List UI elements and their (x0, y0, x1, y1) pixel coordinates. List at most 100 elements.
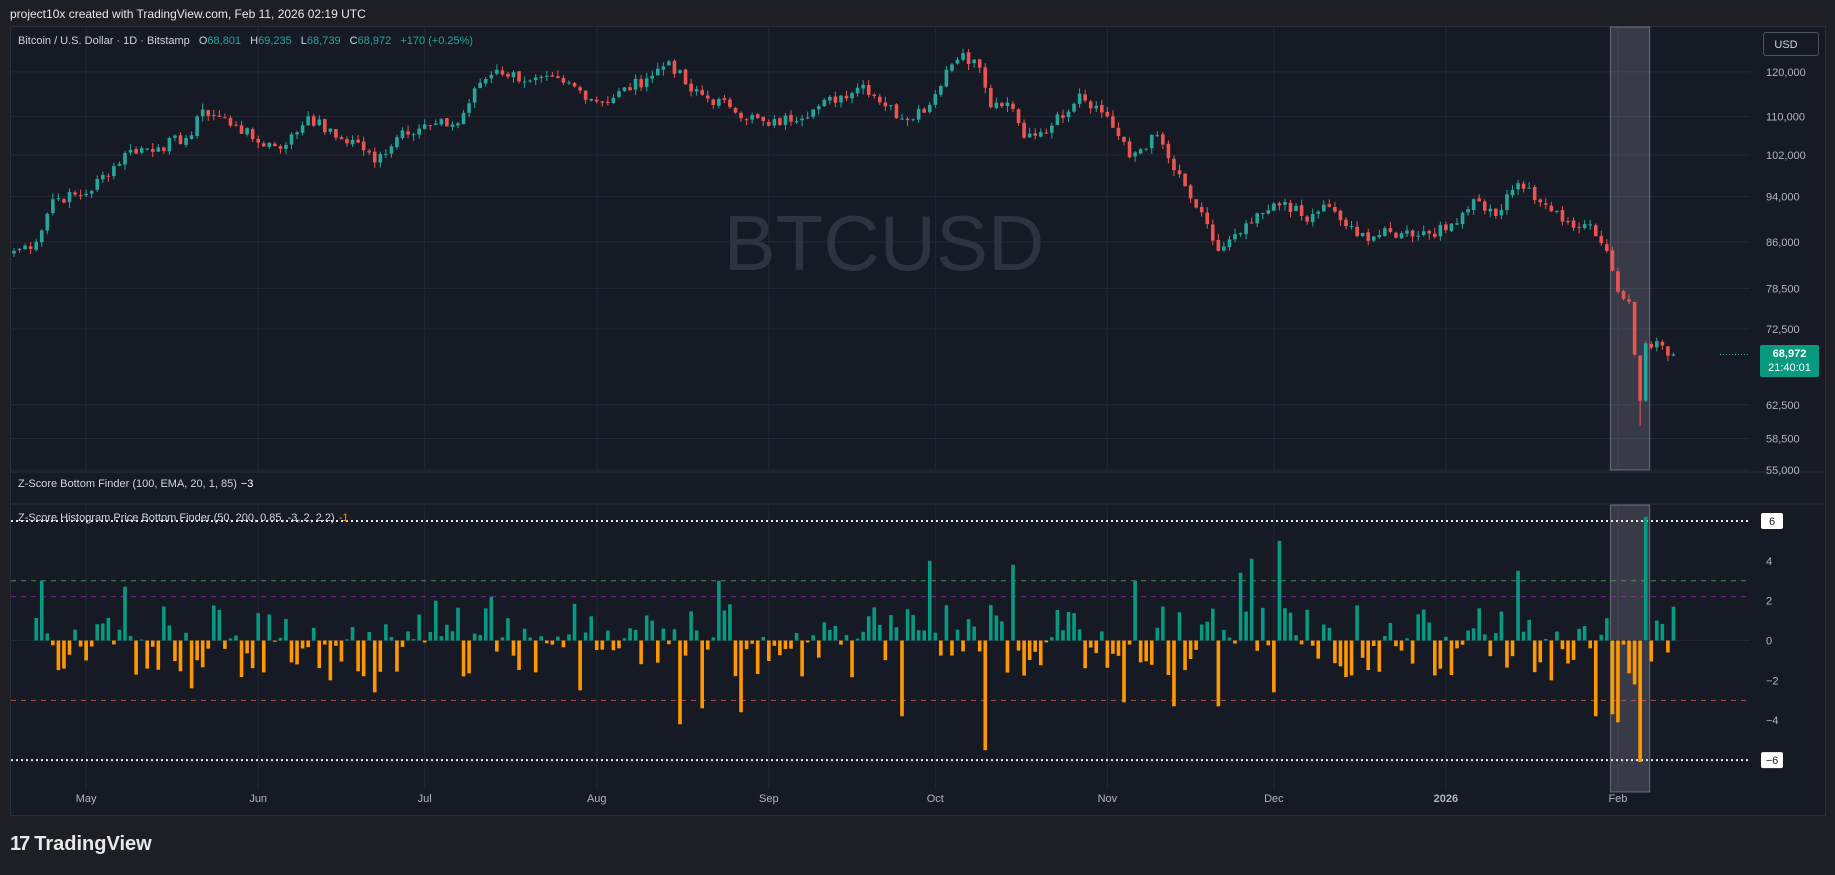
histogram-bar (1305, 609, 1309, 641)
histogram-bar (572, 603, 577, 641)
candle (977, 59, 982, 68)
open-label: O (198, 35, 208, 47)
histogram-bar (1188, 640, 1193, 660)
close-label: C (349, 35, 358, 47)
histogram-bar (1505, 640, 1509, 668)
histogram-bar (223, 640, 227, 649)
histogram-bar (1238, 572, 1243, 641)
candle (212, 114, 216, 116)
histogram-bar (478, 635, 482, 641)
histogram-bar (628, 628, 632, 641)
candle (106, 175, 111, 177)
candle (550, 75, 555, 77)
histogram-bar (195, 640, 199, 661)
histogram-bar (1599, 634, 1604, 641)
indicator-2-name[interactable]: Z-Score Histogram Price Bottom Finder (5… (18, 512, 335, 524)
histogram-bar (1199, 624, 1204, 641)
candle (323, 119, 327, 133)
candle (1138, 149, 1143, 154)
histogram-bar (389, 637, 394, 641)
histogram-bar (162, 606, 166, 641)
histogram-bar (339, 640, 344, 662)
histogram-bar (689, 611, 693, 641)
candle (289, 134, 294, 145)
candle (56, 198, 61, 200)
histogram-bar (861, 631, 865, 641)
candle (1022, 122, 1026, 138)
histogram-bar (1655, 620, 1659, 641)
candle (1199, 206, 1204, 213)
candle (156, 147, 161, 152)
candle (606, 101, 610, 104)
month-label: May (76, 793, 97, 805)
histogram-bar (1027, 640, 1032, 660)
histogram-bar (1260, 607, 1265, 641)
histogram-bar (1560, 640, 1565, 650)
candle (944, 69, 949, 87)
histogram-bar (289, 640, 294, 663)
candle (1360, 232, 1365, 237)
candle (833, 96, 838, 103)
candle (1388, 228, 1393, 232)
candle (1061, 115, 1065, 118)
candle (711, 99, 716, 105)
close-value: 68,972 (357, 35, 392, 47)
histogram-bar (639, 640, 643, 665)
candle (772, 119, 777, 126)
tradingview-logo[interactable]: 17 TradingView (10, 833, 152, 856)
candle (750, 115, 754, 120)
candle (1471, 199, 1476, 210)
histogram-bar (844, 635, 849, 641)
candle (622, 87, 627, 92)
candle (1322, 204, 1326, 212)
chart-frame[interactable] (10, 26, 1826, 816)
candle (334, 129, 338, 138)
candle (134, 149, 138, 154)
histogram-bar (78, 640, 83, 647)
histogram-bar (1627, 640, 1631, 674)
histogram-bar (1516, 570, 1520, 641)
histogram-bar (411, 639, 416, 641)
candle (1244, 223, 1248, 235)
candle (139, 148, 144, 153)
month-label: Jul (418, 793, 432, 805)
currency-button[interactable]: USD (1763, 32, 1819, 56)
indicator-1-name[interactable]: Z-Score Bottom Finder (100, EMA, 20, 1, … (18, 478, 237, 490)
candle (578, 87, 582, 91)
histogram-bar (317, 640, 322, 669)
indicator-1-legend[interactable]: Z-Score Bottom Finder (100, EMA, 20, 1, … (18, 478, 253, 490)
candle (883, 102, 888, 107)
histogram-bar (184, 632, 188, 641)
histogram-tick-label: −6 (1766, 755, 1779, 767)
candle (1521, 183, 1526, 189)
candle (417, 128, 421, 135)
candle (1532, 187, 1537, 200)
candle (844, 95, 849, 99)
candle (1444, 224, 1448, 231)
candle (1338, 210, 1343, 221)
histogram-bar (45, 633, 50, 641)
candle (1183, 173, 1187, 187)
indicator-2-legend[interactable]: Z-Score Histogram Price Bottom Finder (5… (18, 512, 348, 524)
histogram-bar (656, 640, 660, 663)
candle (1460, 212, 1465, 225)
histogram-bar (839, 640, 843, 645)
symbol-legend[interactable]: Bitcoin / U.S. Dollar · 1D · Bitstamp O 6… (18, 35, 473, 47)
candle (1044, 132, 1049, 134)
price-tick-label: 102,000 (1766, 150, 1806, 162)
histogram-tick-label: 0 (1766, 636, 1772, 648)
price-tick-label: 72,500 (1766, 324, 1800, 336)
candle (1055, 114, 1060, 125)
histogram-bar (1227, 637, 1232, 641)
candle (778, 118, 782, 125)
candle (705, 95, 710, 99)
histogram-bar (1138, 640, 1143, 663)
histogram-bar (1249, 558, 1254, 641)
candle (84, 193, 88, 196)
histogram-bar (483, 608, 488, 641)
candle (972, 59, 976, 64)
histogram-bar (256, 613, 260, 641)
histogram-bar (1272, 640, 1276, 693)
symbol-title[interactable]: Bitcoin / U.S. Dollar · 1D · Bitstamp (18, 35, 190, 47)
